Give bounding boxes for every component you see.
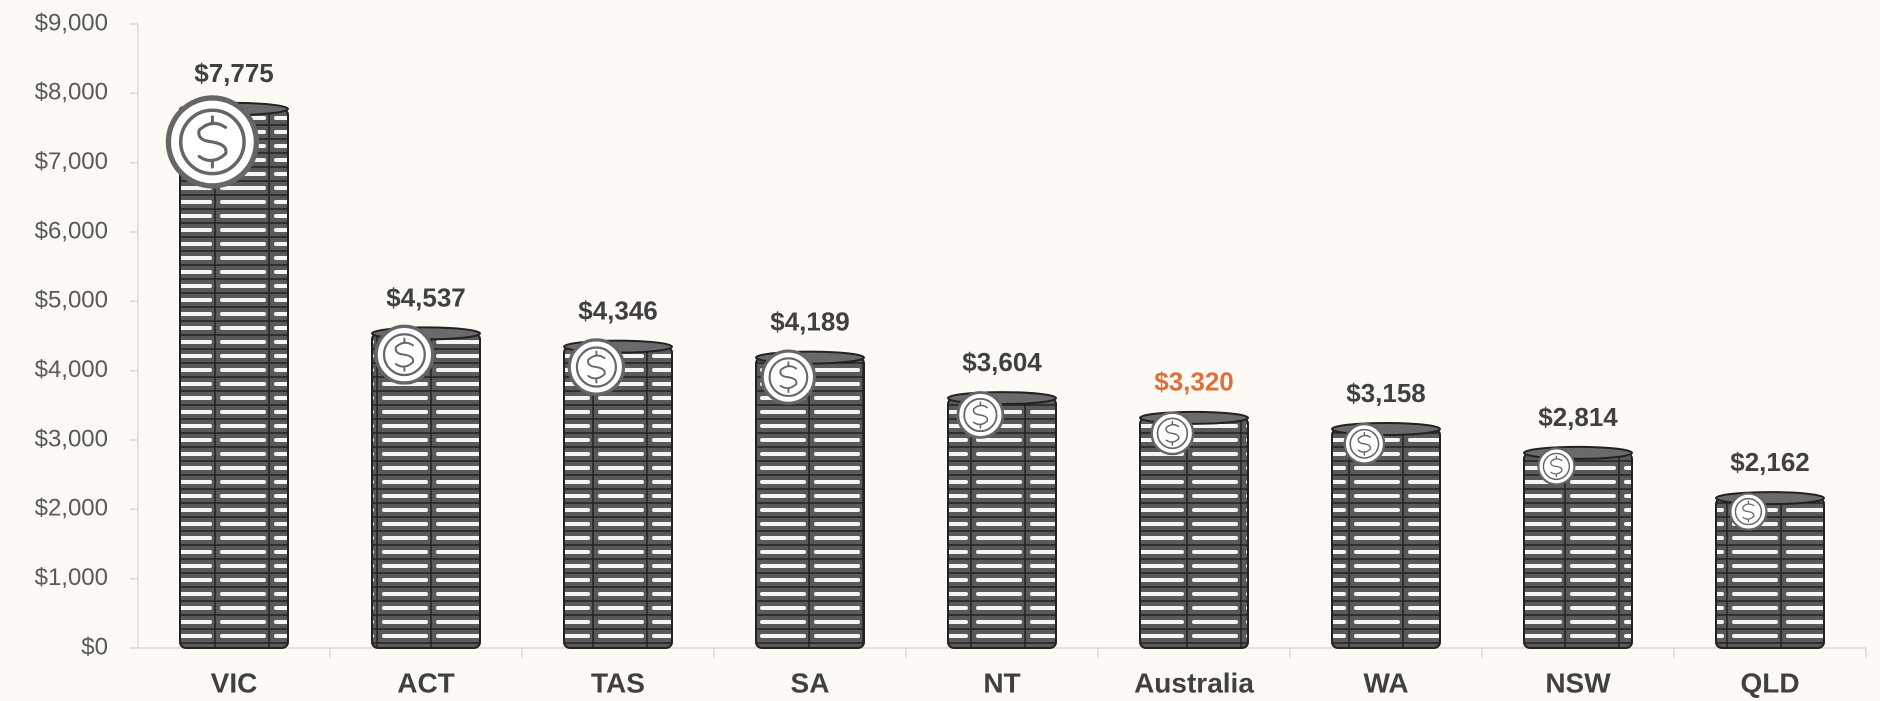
coin-icon [956,391,1005,439]
coin-icon [165,95,260,189]
value-label: $3,320 [1154,367,1234,397]
bar [179,107,289,649]
coin-icon [1729,492,1768,531]
x-tick-label: SA [791,667,830,698]
x-tick-label: Australia [1134,667,1254,698]
x-tick-label: TAS [591,667,645,698]
y-tick-label: $6,000 [35,217,108,244]
x-tick-label: ACT [397,667,455,698]
coin-icon [760,349,817,405]
coin-dollar [1165,420,1180,446]
y-tick-label: $2,000 [35,495,108,522]
coin-dollar [394,337,415,372]
coin-icon [567,338,626,396]
coin-dollar [587,350,606,384]
x-tick-label: WA [1363,667,1408,698]
value-label: $2,162 [1730,447,1810,477]
x-tick-label: VIC [211,667,258,698]
bar [1331,428,1441,649]
bar [1139,416,1249,649]
y-tick-label: $5,000 [35,287,108,314]
x-tick-label: NT [983,667,1020,698]
coin-icon [1150,411,1195,456]
coin-icon [1537,447,1576,486]
coin-dollar [1357,431,1372,456]
coin-icon [1343,422,1386,465]
y-tick-label: $0 [81,633,108,660]
x-tick-label: QLD [1740,667,1799,698]
coin-dollar [197,115,228,169]
y-tick-label: $1,000 [35,564,108,591]
value-label: $4,537 [386,282,466,312]
x-tick-label: NSW [1545,667,1611,698]
coin-dollar [972,401,989,429]
y-tick-label: $9,000 [35,9,108,36]
bar [563,345,673,649]
coin-icon [374,324,435,385]
coin-dollar [1550,455,1563,478]
y-tick-label: $3,000 [35,425,108,452]
y-tick-label: $8,000 [35,79,108,106]
bar [947,397,1057,650]
value-label: $3,158 [1346,378,1426,408]
coin-dollar [779,361,798,393]
coin-dollar [1742,500,1755,523]
value-label: $2,814 [1538,402,1618,432]
bar [1523,451,1633,649]
bar [755,356,865,649]
y-tick-label: $7,000 [35,148,108,175]
value-label: $3,604 [962,347,1042,377]
y-tick-label: $4,000 [35,356,108,383]
value-label: $7,775 [194,58,274,88]
value-label: $4,189 [770,306,850,336]
value-label: $4,346 [578,296,658,326]
bar [371,332,481,649]
